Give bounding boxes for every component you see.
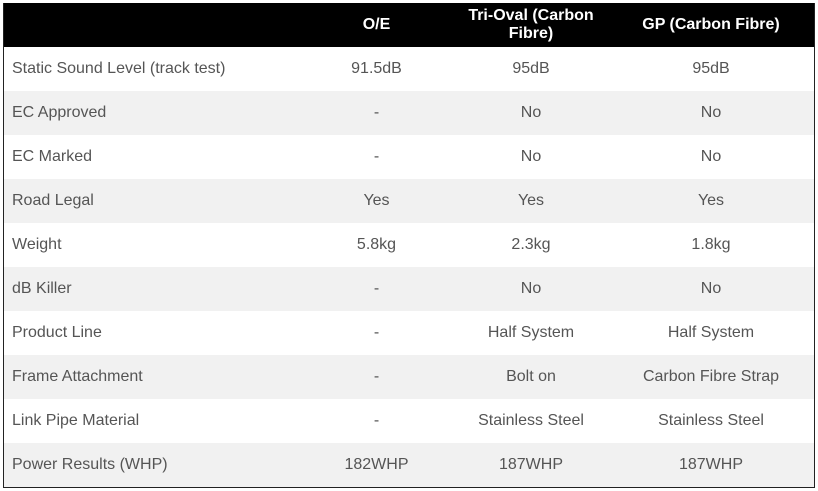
table-row: Weight 5.8kg 2.3kg 1.8kg: [4, 223, 814, 267]
table-row: EC Approved - No No: [4, 91, 814, 135]
table-cell: -: [299, 91, 454, 135]
table-cell: 5.8kg: [356, 236, 397, 253]
table-cell: 91.5dB: [351, 60, 402, 77]
table-cell: 95dB: [512, 60, 550, 77]
table-row: dB Killer - No No: [4, 267, 814, 311]
table-row: Frame Attachment - Bolt on Carbon Fibre Str…: [4, 355, 814, 399]
header-blank: [4, 3, 299, 47]
table-cell: -: [373, 324, 380, 341]
table-cell: 1.8kg: [691, 236, 731, 253]
table-cell: No: [520, 148, 542, 165]
row-label: Product Line: [12, 324, 102, 341]
table-cell: 182WHP: [299, 443, 454, 487]
table-cell: Yes: [299, 179, 454, 223]
table-cell: -: [299, 355, 454, 399]
comparison-table: O/E Tri-Oval (Carbon Fibre) GP (Carbon F…: [4, 3, 814, 487]
table-cell: No: [608, 267, 814, 311]
table-row: Link Pipe Material - Stainless Steel Stainl…: [4, 399, 814, 443]
row-label: dB Killer: [4, 267, 299, 311]
table-row: Power Results (WHP) 182WHP 187WHP 187WHP: [4, 443, 814, 487]
row-label: Link Pipe Material: [12, 412, 140, 429]
table-cell: -: [373, 412, 380, 429]
table-row: Product Line - Half System Half System: [4, 311, 814, 355]
row-label: Static Sound Level (track test): [12, 60, 226, 77]
table-cell: Yes: [454, 179, 608, 223]
table-cell: 187WHP: [608, 443, 814, 487]
table-row: Static Sound Level (track test) 91.5dB 95d…: [4, 47, 814, 91]
header-row: O/E Tri-Oval (Carbon Fibre) GP (Carbon F…: [4, 3, 814, 47]
row-label: Power Results (WHP): [4, 443, 299, 487]
table-cell: Half System: [667, 324, 755, 341]
table-row: Road Legal Yes Yes Yes: [4, 179, 814, 223]
row-label: Weight: [12, 236, 62, 253]
table-cell: Yes: [608, 179, 814, 223]
header-gp: GP (Carbon Fibre): [608, 3, 814, 47]
comparison-table-container: O/E Tri-Oval (Carbon Fibre) GP (Carbon F…: [3, 3, 815, 488]
row-label: Road Legal: [4, 179, 299, 223]
table-cell: No: [608, 91, 814, 135]
row-label: EC Marked: [12, 148, 93, 165]
table-cell: Bolt on: [454, 355, 608, 399]
header-oe: O/E: [299, 3, 454, 47]
table-cell: -: [299, 267, 454, 311]
table-row: EC Marked - No No: [4, 135, 814, 179]
row-label: Frame Attachment: [4, 355, 299, 399]
row-label: EC Approved: [4, 91, 299, 135]
table-cell: No: [454, 91, 608, 135]
table-cell: Stainless Steel: [658, 412, 764, 429]
header-tri-oval: Tri-Oval (Carbon Fibre): [454, 3, 608, 47]
table-cell: 187WHP: [454, 443, 608, 487]
table-cell: Stainless Steel: [478, 412, 584, 429]
table-cell: No: [454, 267, 608, 311]
table-cell: Half System: [487, 324, 575, 341]
table-cell: 2.3kg: [511, 236, 551, 253]
table-cell: No: [700, 148, 722, 165]
table-cell: Carbon Fibre Strap: [608, 355, 814, 399]
table-cell: 95dB: [692, 60, 730, 77]
table-cell: -: [373, 148, 380, 165]
